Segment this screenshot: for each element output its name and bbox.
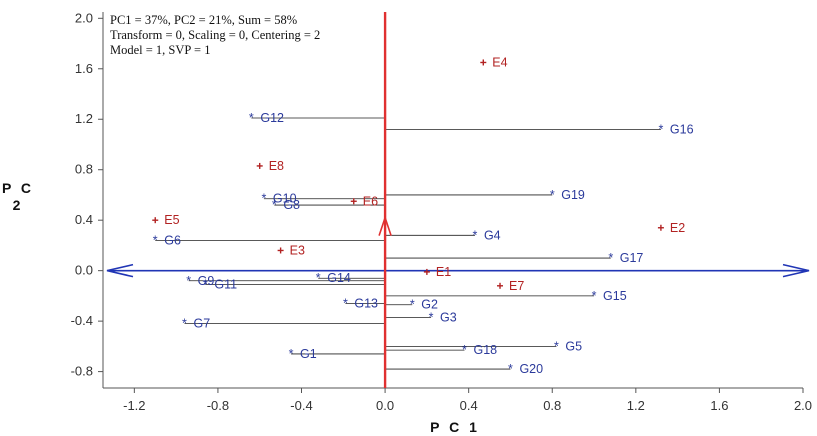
genotype-label: G16 [670, 122, 694, 136]
genotype-marker: * [186, 274, 191, 288]
genotype-marker: * [658, 122, 663, 136]
y-tick-label: 0.8 [75, 162, 93, 177]
genotype-label: G18 [473, 343, 497, 357]
genotype-label: G13 [354, 296, 378, 310]
y-tick-label: 2.0 [75, 10, 93, 25]
info-line-1: PC1 = 37%, PC2 = 21%, Sum = 58% [110, 13, 297, 27]
x-tick-label: 1.2 [627, 398, 645, 413]
genotype-marker: * [203, 278, 208, 292]
genotype-marker: * [410, 298, 415, 312]
y-tick-label: -0.4 [71, 313, 93, 328]
y-tick-label: 1.2 [75, 111, 93, 126]
genotype-marker: * [343, 296, 348, 310]
environment-label: E1 [436, 265, 451, 279]
x-tick-label: 0.8 [543, 398, 561, 413]
genotype-marker: * [592, 289, 597, 303]
x-tick-label: 0.4 [460, 398, 478, 413]
x-tick-label: -1.2 [123, 398, 145, 413]
environment-label: E7 [509, 279, 524, 293]
environment-label: E2 [670, 221, 685, 235]
genotype-marker: * [316, 271, 321, 285]
y-tick-label: 0.4 [75, 212, 93, 227]
plot-frame [102, 12, 803, 389]
y-axis-title-line-1: P C [2, 180, 34, 196]
genotype-marker: * [550, 188, 555, 202]
genotype-marker: * [473, 228, 478, 242]
genotype-marker: * [249, 111, 254, 125]
genotype-label: G14 [327, 271, 351, 285]
genotype-label: G10 [273, 192, 297, 206]
genotype-label: G4 [484, 228, 501, 242]
genotype-label: G6 [164, 233, 181, 247]
genotype-label: G5 [565, 339, 582, 353]
tick-labels: 2.0 1.6 1.2 0.8 0.4 0.0 -0.4 -0.8 -1.2 -0.8 -0.4 0.… [71, 10, 812, 413]
genotype-label: G2 [421, 298, 438, 312]
info-box: PC1 = 37%, PC2 = 21%, Sum = 58% Transfor… [110, 13, 320, 57]
y-axis-title: P C 2 [2, 180, 34, 213]
right-arrow-head [782, 263, 810, 278]
genotype-label: G11 [214, 278, 237, 292]
environment-label: E8 [269, 159, 284, 173]
genotype-marker: * [554, 339, 559, 353]
genotype-marker: * [182, 317, 187, 331]
y-axis-title-line-2: 2 [13, 197, 24, 213]
info-line-3: Model = 1, SVP = 1 [110, 43, 210, 57]
genotype-label: G7 [193, 317, 210, 331]
x-tick-label: -0.8 [207, 398, 229, 413]
environment-label: E5 [164, 213, 179, 227]
genotype-marker: * [462, 343, 467, 357]
x-axis-title: P C 1 [430, 419, 480, 435]
genotype-label: G20 [519, 362, 543, 376]
y-tick-label: -0.8 [71, 364, 93, 379]
genotype-marker: * [153, 233, 158, 247]
genotype-marker: * [272, 198, 277, 212]
environment-label: E4 [492, 55, 507, 69]
genotype-label: G9 [198, 274, 215, 288]
genotype-label: G3 [440, 310, 457, 324]
genotype-label: G17 [620, 251, 644, 265]
x-tick-label: 0.0 [376, 398, 394, 413]
environment-label: E3 [290, 243, 305, 257]
y-tick-label: 1.6 [75, 61, 93, 76]
genotype-marker: * [261, 192, 266, 206]
main-axes [106, 12, 810, 388]
genotype-marker: * [289, 347, 294, 361]
vertical-arrow-head [378, 215, 392, 236]
x-tick-label: 1.6 [710, 398, 728, 413]
x-tick-label: -0.4 [290, 398, 312, 413]
genotype-marker: * [608, 251, 613, 265]
info-line-2: Transform = 0, Scaling = 0, Centering = … [110, 28, 320, 42]
y-tick-label: 0.0 [75, 263, 93, 278]
genotype-marker: * [508, 362, 513, 376]
x-tick-label: 2.0 [794, 398, 812, 413]
genotype-label: G8 [283, 198, 300, 212]
genotype-label: G19 [561, 188, 585, 202]
genotype-label: G15 [603, 289, 627, 303]
environment-label: E6 [363, 194, 378, 208]
genotype-label: G1 [300, 347, 317, 361]
left-arrow-head [106, 263, 134, 278]
projection-lines [155, 117, 661, 370]
genotype-marker: * [429, 310, 434, 324]
genotype-label: G12 [260, 111, 284, 125]
data-points: * G1* G2* G3* G4* G5* G6* G7* G8* G9* G10* G11* G12*… [152, 55, 694, 376]
